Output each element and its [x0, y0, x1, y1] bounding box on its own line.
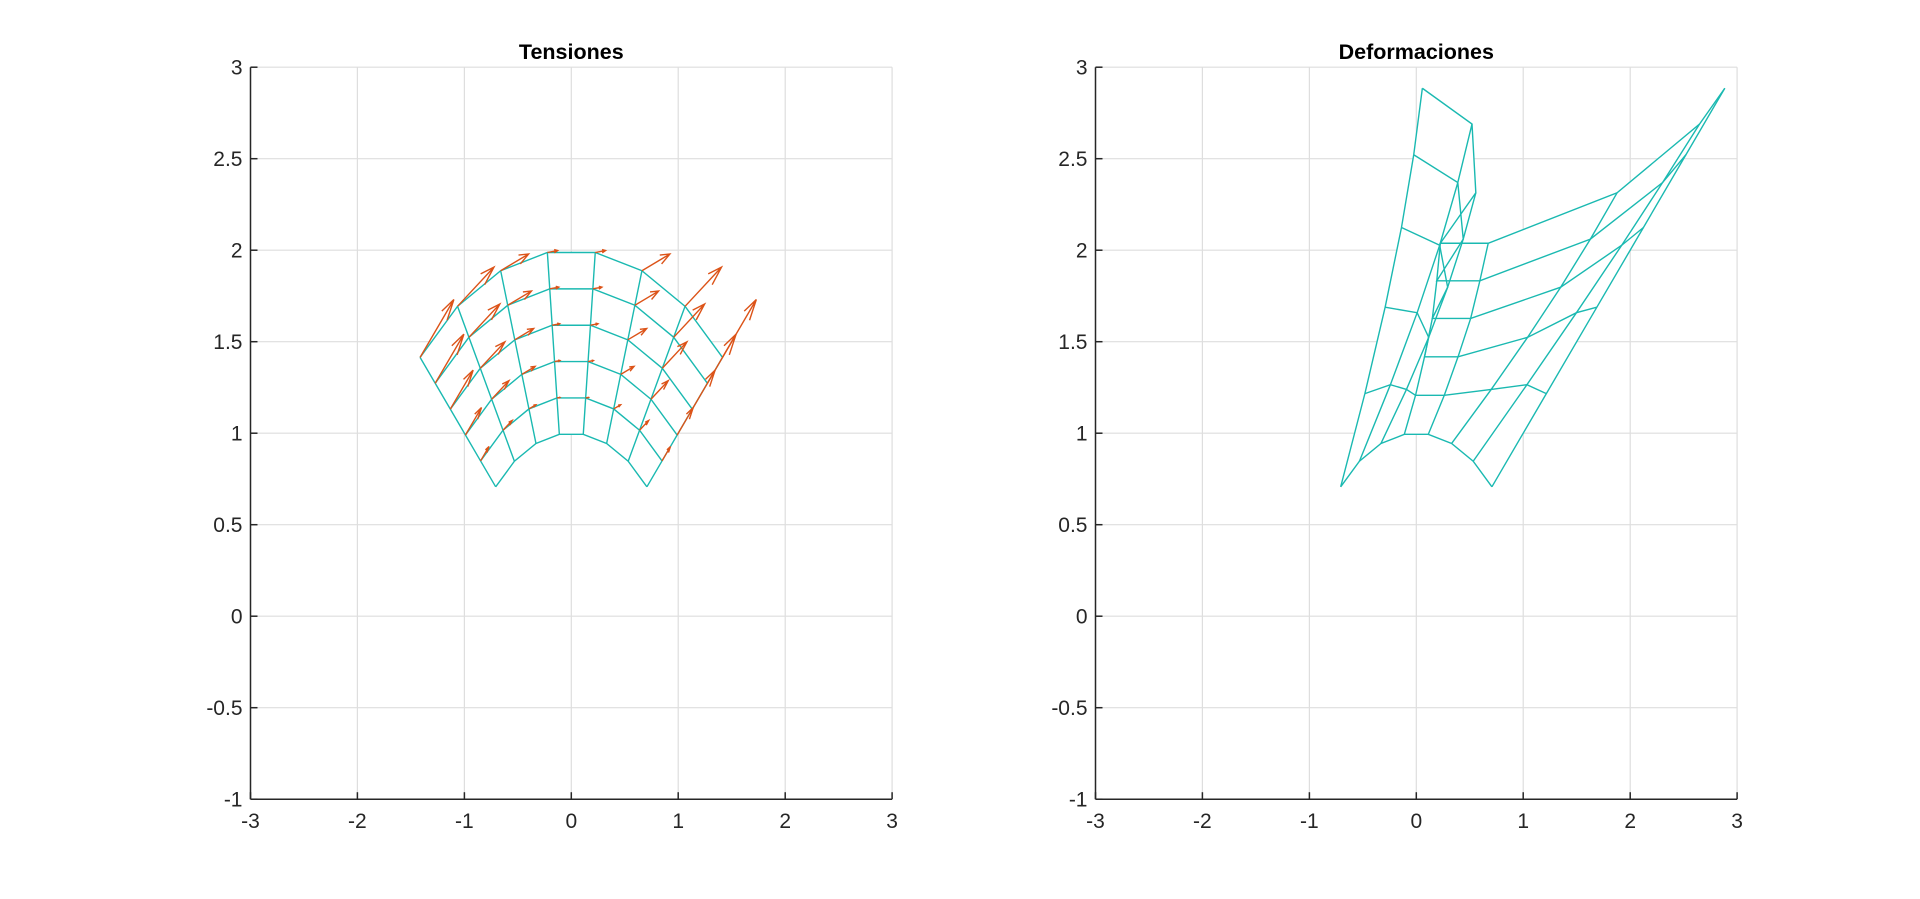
- svg-text:2: 2: [1076, 240, 1088, 263]
- svg-text:2: 2: [779, 810, 791, 833]
- svg-text:-3: -3: [1086, 810, 1105, 833]
- svg-text:0: 0: [1076, 606, 1088, 629]
- svg-text:1.5: 1.5: [213, 331, 242, 354]
- svg-text:3: 3: [1076, 57, 1088, 80]
- svg-text:-1: -1: [1069, 789, 1088, 812]
- svg-text:0: 0: [1410, 810, 1422, 833]
- svg-text:1: 1: [1517, 810, 1529, 833]
- svg-text:-1: -1: [455, 810, 474, 833]
- svg-text:2: 2: [1624, 810, 1636, 833]
- svg-text:1: 1: [231, 423, 243, 446]
- svg-text:1: 1: [1076, 423, 1088, 446]
- svg-text:3: 3: [886, 810, 898, 833]
- svg-text:-2: -2: [348, 810, 367, 833]
- svg-text:3: 3: [231, 57, 243, 80]
- svg-text:-1: -1: [224, 789, 243, 812]
- svg-text:1: 1: [672, 810, 684, 833]
- svg-text:0.5: 0.5: [1058, 514, 1087, 537]
- svg-text:Tensiones: Tensiones: [519, 40, 624, 64]
- svg-text:2: 2: [231, 240, 243, 263]
- svg-text:-3: -3: [241, 810, 260, 833]
- svg-text:0: 0: [231, 606, 243, 629]
- svg-text:-0.5: -0.5: [206, 697, 242, 720]
- svg-text:3: 3: [1731, 810, 1743, 833]
- svg-text:2.5: 2.5: [213, 148, 242, 171]
- svg-text:-0.5: -0.5: [1051, 697, 1087, 720]
- svg-text:0: 0: [565, 810, 577, 833]
- svg-text:-1: -1: [1300, 810, 1319, 833]
- svg-text:-2: -2: [1193, 810, 1212, 833]
- svg-text:0.5: 0.5: [213, 514, 242, 537]
- svg-text:1.5: 1.5: [1058, 331, 1087, 354]
- svg-text:2.5: 2.5: [1058, 148, 1087, 171]
- svg-text:Deformaciones: Deformaciones: [1339, 40, 1494, 64]
